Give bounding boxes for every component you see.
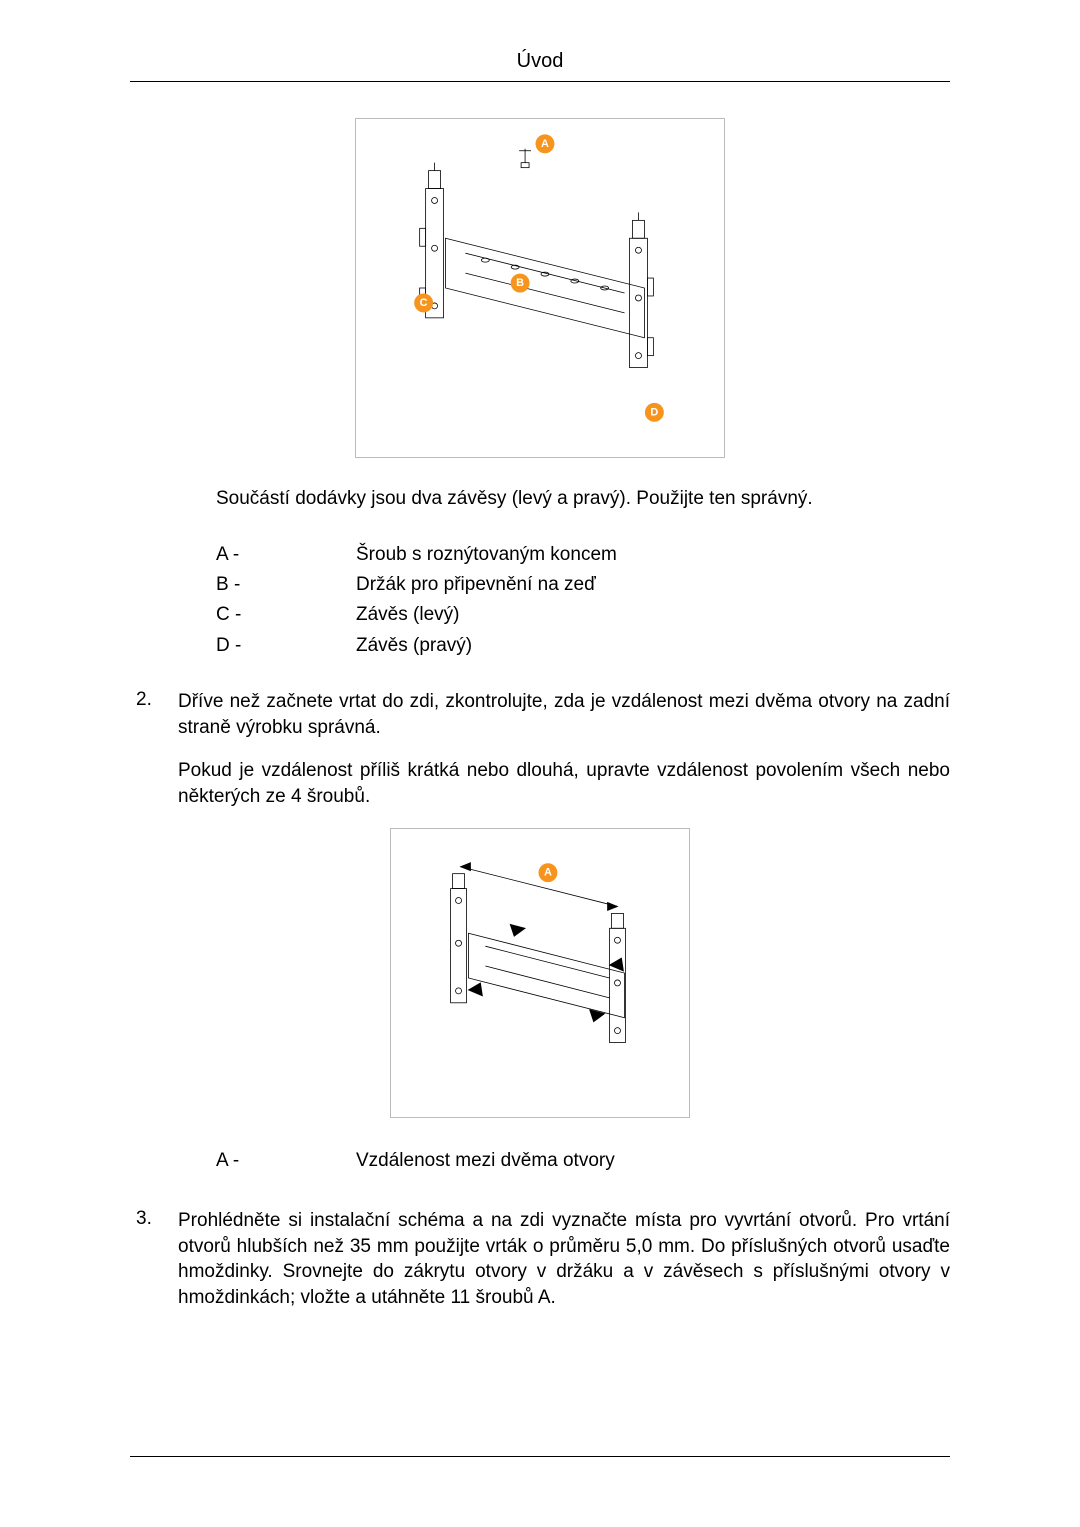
footer-rule [130, 1456, 950, 1457]
legend-val: Závěs (pravý) [356, 631, 950, 661]
step-number: 2. [130, 689, 178, 810]
step-3-para: Prohlédněte si instalační schéma a na zd… [178, 1208, 950, 1311]
callout-a2: A [544, 866, 552, 878]
step-2: 2. Dříve než začnete vrtat do zdi, zkont… [130, 689, 950, 810]
figure-distance: A [390, 828, 690, 1118]
page-title: Úvod [130, 50, 950, 81]
bracket-diagram-svg: A B C D [356, 118, 724, 458]
distance-diagram-svg: A [391, 828, 689, 1118]
legend-row: D - Závěs (pravý) [216, 631, 950, 661]
legend-1: A - Šroub s roznýtovaným koncem B - Držá… [216, 540, 950, 662]
callout-a: A [541, 138, 549, 150]
legend-row: C - Závěs (levý) [216, 600, 950, 630]
callout-c: C [420, 297, 428, 309]
step-3: 3. Prohlédněte si instalační schéma a na… [130, 1208, 950, 1311]
step-number: 3. [130, 1208, 178, 1311]
figure-bracket-assembly: A B C D [355, 118, 725, 458]
legend-val: Závěs (levý) [356, 600, 950, 630]
legend-val: Šroub s roznýtovaným koncem [356, 540, 950, 570]
step-2-para-1: Dříve než začnete vrtat do zdi, zkontrol… [178, 689, 950, 740]
legend-key: D - [216, 631, 356, 661]
step-2-para-2: Pokud je vzdálenost příliš krátká nebo d… [178, 758, 950, 809]
legend-row: B - Držák pro připevnění na zeď [216, 570, 950, 600]
legend-key: C - [216, 600, 356, 630]
legend-key: B - [216, 570, 356, 600]
legend-val: Vzdálenost mezi dvěma otvory [356, 1146, 950, 1176]
header-rule [130, 81, 950, 82]
legend-2: A - Vzdálenost mezi dvěma otvory [216, 1146, 950, 1176]
legend-row: A - Šroub s roznýtovaným koncem [216, 540, 950, 570]
legend-key: A - [216, 1146, 356, 1176]
intro-paragraph: Součástí dodávky jsou dva závěsy (levý a… [216, 486, 950, 512]
callout-b: B [516, 277, 524, 289]
legend-key: A - [216, 540, 356, 570]
legend-val: Držák pro připevnění na zeď [356, 570, 950, 600]
legend-row: A - Vzdálenost mezi dvěma otvory [216, 1146, 950, 1176]
callout-d: D [650, 406, 658, 418]
manual-page: Úvod [0, 0, 1080, 1527]
